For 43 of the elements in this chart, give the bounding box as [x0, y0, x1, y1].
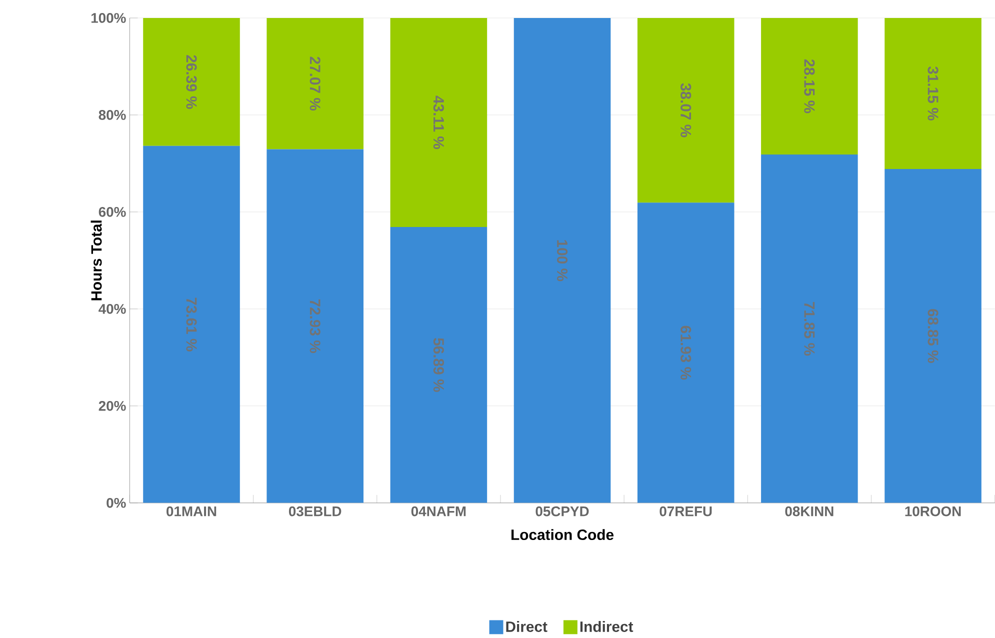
bar	[637, 202, 734, 504]
y-tick-label: 0%	[106, 498, 126, 508]
data-label: 100 %	[556, 240, 568, 282]
y-tick-label: 40%	[98, 304, 126, 314]
bar	[761, 154, 858, 504]
data-label: 28.15 %	[804, 60, 815, 114]
y-tick-label: 100%	[91, 13, 126, 24]
bar	[514, 18, 611, 504]
bar	[390, 227, 488, 504]
bar	[266, 149, 364, 504]
data-label: 27.07 %	[310, 56, 320, 111]
bar	[761, 18, 858, 155]
y-tick-label: 60%	[98, 207, 126, 218]
bar	[143, 18, 240, 146]
x-tick-label: 01MAIN	[166, 506, 216, 516]
data-label: 26.39 %	[186, 55, 197, 110]
x-tick-label: 08KINN	[785, 506, 834, 516]
x-axis-title: Location Code	[511, 529, 614, 540]
data-label: 56.89 %	[433, 338, 444, 392]
y-tick-label: 20%	[98, 401, 126, 412]
bar	[884, 169, 982, 504]
legend-label: Indirect	[580, 621, 634, 632]
bar	[143, 146, 240, 504]
x-tick-label: 04NAFM	[411, 506, 466, 516]
data-label: 73.61 %	[186, 298, 197, 352]
x-tick-label: 07REFU	[660, 506, 712, 516]
bar	[884, 18, 982, 170]
data-label: 31.15 %	[928, 66, 938, 121]
bar	[390, 18, 488, 228]
bar	[637, 18, 734, 203]
bar	[266, 18, 364, 150]
data-label: 43.11 %	[433, 96, 444, 150]
data-label: 38.07 %	[680, 83, 692, 138]
data-label: 72.93 %	[310, 300, 320, 354]
x-tick-label: 03EBLD	[288, 506, 342, 516]
y-tick-label: 80%	[98, 110, 126, 120]
data-label: 71.85 %	[804, 302, 815, 356]
legend-label: Direct	[506, 621, 548, 632]
data-label: 61.93 %	[680, 326, 692, 380]
y-axis-title: Hours Total	[90, 220, 102, 300]
x-tick-label: 05CPYD	[536, 506, 589, 516]
x-tick-label: 10ROON	[905, 506, 961, 516]
data-label: 68.85 %	[928, 309, 938, 364]
